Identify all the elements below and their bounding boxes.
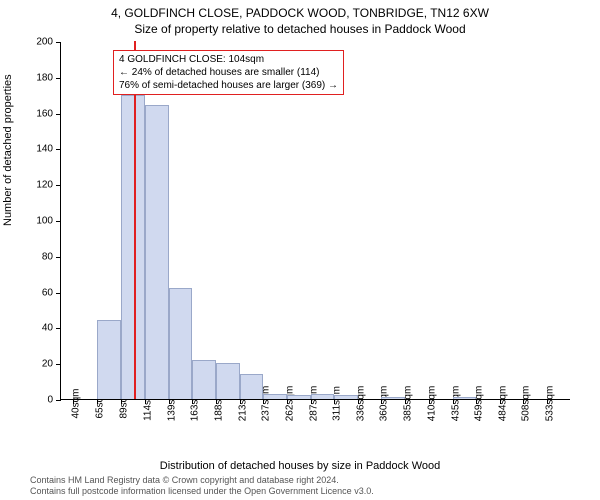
attribution-line1: Contains HM Land Registry data © Crown c… xyxy=(30,475,374,486)
x-tick-label: 459sqm xyxy=(473,386,484,422)
plot-area: 02040608010012014016018020040sqm65sqm89s… xyxy=(60,42,570,400)
y-tick-label: 0 xyxy=(47,395,53,406)
x-tick-label: 508sqm xyxy=(520,386,531,422)
chart-title-main: 4, GOLDFINCH CLOSE, PADDOCK WOOD, TONBRI… xyxy=(0,6,600,20)
histogram-bar xyxy=(121,95,145,399)
y-tick xyxy=(56,293,61,294)
x-tick-label: 262sqm xyxy=(284,386,295,422)
y-tick xyxy=(56,149,61,150)
histogram-bar xyxy=(240,374,263,399)
attribution-line2: Contains full postcode information licen… xyxy=(30,486,374,497)
info-box-line: 76% of semi-detached houses are larger (… xyxy=(119,79,338,92)
histogram-bar xyxy=(145,105,169,399)
x-tick-label: 360sqm xyxy=(378,386,389,422)
y-tick xyxy=(56,328,61,329)
x-tick-label: 311sqm xyxy=(331,386,342,421)
y-tick-label: 140 xyxy=(36,144,53,155)
attribution: Contains HM Land Registry data © Crown c… xyxy=(30,475,374,497)
y-tick xyxy=(56,185,61,186)
y-tick-label: 40 xyxy=(42,323,53,334)
x-tick-label: 533sqm xyxy=(544,386,555,422)
x-tick-label: 435sqm xyxy=(450,386,461,422)
histogram-bar xyxy=(169,288,192,399)
y-tick-label: 120 xyxy=(36,180,53,191)
x-tick-label: 287sqm xyxy=(308,386,319,422)
y-tick-label: 180 xyxy=(36,72,53,83)
histogram-bar xyxy=(287,395,311,399)
histogram-bar xyxy=(381,397,405,399)
histogram-bar xyxy=(263,394,287,399)
chart-container: 4, GOLDFINCH CLOSE, PADDOCK WOOD, TONBRI… xyxy=(0,0,600,500)
y-tick xyxy=(56,78,61,79)
y-tick xyxy=(56,221,61,222)
y-tick-label: 80 xyxy=(42,251,53,262)
y-tick xyxy=(56,400,61,401)
histogram-bar xyxy=(192,360,216,399)
y-tick-label: 20 xyxy=(42,359,53,370)
x-tick-label: 484sqm xyxy=(497,386,508,422)
y-tick-label: 160 xyxy=(36,108,53,119)
histogram-bar xyxy=(97,320,120,399)
y-tick-label: 60 xyxy=(42,287,53,298)
y-tick xyxy=(56,114,61,115)
histogram-bar xyxy=(311,394,334,399)
x-tick-label: 40sqm xyxy=(71,388,82,418)
histogram-bar xyxy=(453,397,476,399)
y-tick-label: 100 xyxy=(36,216,53,227)
x-axis-label: Distribution of detached houses by size … xyxy=(0,460,600,472)
y-tick xyxy=(56,364,61,365)
x-tick-label: 336sqm xyxy=(355,386,366,422)
y-tick-label: 200 xyxy=(36,37,53,48)
x-tick-label: 410sqm xyxy=(426,386,437,422)
info-box-line: ← 24% of detached houses are smaller (11… xyxy=(119,66,338,79)
info-box: 4 GOLDFINCH CLOSE: 104sqm← 24% of detach… xyxy=(113,50,344,95)
x-tick-label: 385sqm xyxy=(402,386,413,422)
y-tick xyxy=(56,257,61,258)
histogram-bar xyxy=(334,395,358,399)
chart-title-sub: Size of property relative to detached ho… xyxy=(0,22,600,36)
y-tick xyxy=(56,42,61,43)
y-axis-label: Number of detached properties xyxy=(2,74,14,226)
histogram-bar xyxy=(216,363,240,399)
info-box-line: 4 GOLDFINCH CLOSE: 104sqm xyxy=(119,53,338,66)
